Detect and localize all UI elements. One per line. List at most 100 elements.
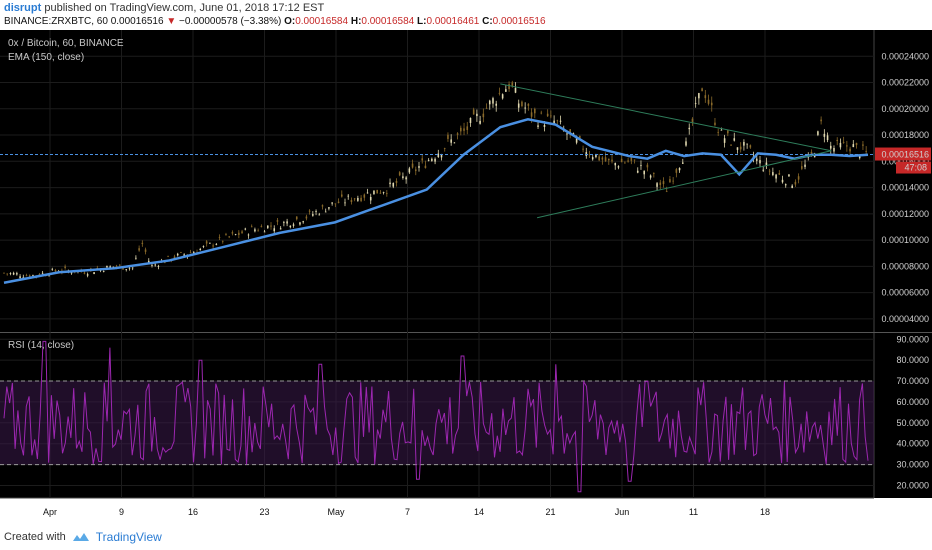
candle-body bbox=[234, 234, 237, 235]
candle-body bbox=[408, 168, 411, 173]
candle-body bbox=[862, 144, 864, 146]
candle-body bbox=[669, 179, 671, 183]
candle-body bbox=[604, 157, 607, 162]
candle-body bbox=[286, 221, 288, 224]
candle-body bbox=[514, 87, 517, 93]
candle-body bbox=[431, 158, 433, 161]
candle-body bbox=[633, 159, 636, 161]
candle-body bbox=[662, 181, 665, 185]
candle-body bbox=[710, 102, 713, 106]
price-tick-label: 0.00004000 bbox=[881, 314, 929, 324]
candle-body bbox=[781, 179, 784, 183]
candle-body bbox=[482, 113, 485, 118]
candle-body bbox=[379, 192, 382, 194]
candle-body bbox=[511, 82, 514, 87]
time-tick-label: 14 bbox=[474, 507, 484, 517]
candle-body bbox=[405, 177, 407, 180]
time-axis[interactable] bbox=[0, 498, 932, 528]
candle-body bbox=[694, 103, 697, 104]
candle-body bbox=[485, 107, 488, 109]
candle-body bbox=[366, 192, 369, 194]
candle-body bbox=[389, 182, 391, 185]
candle-body bbox=[51, 268, 54, 270]
candle-body bbox=[801, 166, 803, 169]
candle-body bbox=[376, 189, 378, 194]
author-link[interactable]: disrupt bbox=[4, 2, 42, 14]
rsi-tick-label: 60.0000 bbox=[896, 397, 929, 407]
candle-body bbox=[112, 266, 115, 268]
candle-body bbox=[534, 108, 536, 114]
candle-body bbox=[656, 183, 658, 187]
time-tick-label: 11 bbox=[689, 507, 698, 517]
candle-body bbox=[212, 245, 214, 247]
candle-body bbox=[852, 144, 855, 148]
candle-body bbox=[743, 141, 745, 146]
candle-body bbox=[337, 201, 340, 203]
rsi-legend[interactable]: RSI (14, close) bbox=[8, 340, 74, 351]
candle-body bbox=[437, 153, 440, 158]
candle-body bbox=[820, 119, 822, 122]
candle-body bbox=[266, 225, 269, 228]
candle-body bbox=[357, 198, 359, 201]
candle-body bbox=[135, 257, 137, 259]
candle-body bbox=[707, 99, 710, 104]
candle-body bbox=[456, 133, 459, 135]
candle-body bbox=[624, 162, 626, 164]
candle-body bbox=[157, 266, 160, 267]
trading-chart[interactable]: 0.00024000 0.00022000 0.00020000 0.00018000… bbox=[0, 30, 932, 528]
rsi-tick-label: 20.0000 bbox=[896, 480, 929, 490]
candle-body bbox=[849, 148, 851, 152]
candle-body bbox=[595, 153, 597, 158]
candle-body bbox=[180, 252, 182, 253]
candle-body bbox=[733, 138, 736, 141]
time-tick-label: 7 bbox=[405, 507, 410, 517]
candle-body bbox=[675, 169, 678, 173]
candle-body bbox=[739, 146, 742, 150]
candle-body bbox=[289, 225, 292, 228]
candle-body bbox=[109, 266, 111, 269]
tradingview-brand[interactable]: TradingView bbox=[95, 530, 162, 544]
time-tick-label: 23 bbox=[259, 507, 269, 517]
candle-body bbox=[215, 244, 218, 245]
candle-body bbox=[858, 155, 861, 159]
candle-body bbox=[614, 163, 617, 166]
candle-body bbox=[363, 194, 366, 198]
publish-text: published on TradingView.com, June 01, 2… bbox=[41, 2, 325, 14]
candle-body bbox=[479, 120, 481, 124]
candle-body bbox=[318, 214, 321, 216]
candle-body bbox=[279, 228, 282, 230]
candle-body bbox=[328, 207, 330, 209]
down-arrow-icon: ▼ bbox=[166, 16, 177, 27]
candle-body bbox=[476, 113, 478, 117]
candle-body bbox=[723, 138, 726, 143]
candle-body bbox=[495, 103, 498, 106]
rsi-axis-labels: 90.0000 80.0000 70.0000 60.0000 50.0000 40.00… bbox=[896, 334, 929, 490]
candle-body bbox=[164, 262, 166, 264]
ema-legend[interactable]: EMA (150, close) bbox=[8, 52, 84, 63]
candle-body bbox=[189, 252, 192, 254]
candle-body bbox=[41, 272, 44, 274]
candle-body bbox=[508, 83, 510, 89]
ohlc-legend: BINANCE:ZRXBTC, 60 0.00016516 ▼ −0.00000… bbox=[4, 16, 546, 27]
current-price-label: 0.00016516 bbox=[881, 150, 929, 160]
time-tick-label: May bbox=[327, 507, 345, 517]
candle-body bbox=[247, 234, 250, 236]
candle-body bbox=[488, 100, 491, 105]
candle-body bbox=[102, 271, 105, 272]
candle-body bbox=[636, 170, 639, 173]
candle-body bbox=[3, 272, 5, 274]
triangle-lower-trendline[interactable] bbox=[536, 150, 832, 219]
candle-body bbox=[794, 181, 797, 185]
price-pane-title: 0x / Bitcoin, 60, BINANCE bbox=[8, 38, 124, 49]
candle-body bbox=[778, 173, 781, 175]
price-axis[interactable] bbox=[874, 30, 932, 498]
triangle-upper-trendline[interactable] bbox=[500, 83, 832, 152]
candle-body bbox=[125, 269, 128, 270]
candle-body bbox=[498, 92, 501, 94]
candle-body bbox=[292, 224, 295, 226]
time-axis-labels: Apr 9 16 23 May 7 14 21 Jun 11 18 bbox=[43, 507, 770, 517]
candle-body bbox=[649, 175, 652, 178]
price-tick-label: 0.00018000 bbox=[881, 130, 929, 140]
candle-body bbox=[546, 113, 549, 117]
candle-body bbox=[447, 134, 449, 139]
